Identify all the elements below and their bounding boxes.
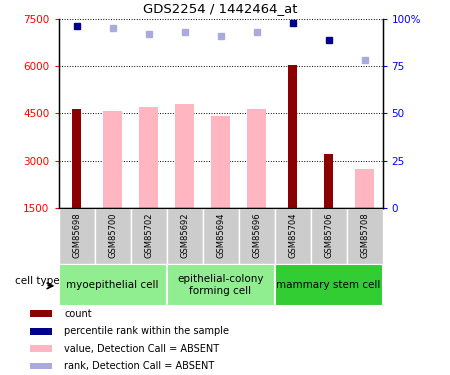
Bar [288, 64, 297, 208]
Bar [130, 208, 166, 264]
Bar [31, 328, 52, 335]
Text: GSM85708: GSM85708 [360, 213, 369, 258]
Bar [274, 264, 382, 306]
Text: GSM85706: GSM85706 [324, 213, 333, 258]
Bar [166, 264, 274, 306]
Text: GSM85702: GSM85702 [144, 213, 153, 258]
Text: epithelial-colony
forming cell: epithelial-colony forming cell [177, 274, 264, 296]
Text: rank, Detection Call = ABSENT: rank, Detection Call = ABSENT [64, 361, 215, 371]
Bar [346, 208, 382, 264]
Bar [58, 264, 166, 306]
Text: mammary stem cell: mammary stem cell [276, 280, 381, 290]
Text: GSM85692: GSM85692 [180, 213, 189, 258]
Text: cell type: cell type [14, 276, 59, 286]
Text: GSM85696: GSM85696 [252, 213, 261, 258]
Text: value, Detection Call = ABSENT: value, Detection Call = ABSENT [64, 344, 220, 354]
Bar [139, 107, 158, 208]
Bar [274, 208, 310, 264]
Bar [103, 111, 122, 208]
Bar [247, 109, 266, 208]
Text: GSM85704: GSM85704 [288, 213, 297, 258]
Bar [31, 310, 52, 317]
Text: percentile rank within the sample: percentile rank within the sample [64, 326, 229, 336]
Bar [166, 208, 202, 264]
Bar [94, 208, 130, 264]
Bar [175, 104, 194, 208]
Bar [238, 208, 274, 264]
Bar [310, 208, 346, 264]
Bar [324, 154, 333, 208]
Text: GSM85700: GSM85700 [108, 213, 117, 258]
Text: GSM85694: GSM85694 [216, 213, 225, 258]
Bar [355, 169, 374, 208]
Bar [58, 208, 94, 264]
Text: count: count [64, 309, 92, 319]
Text: myoepithelial cell: myoepithelial cell [66, 280, 159, 290]
Text: GSM85698: GSM85698 [72, 213, 81, 258]
Bar [31, 345, 52, 352]
Bar [72, 109, 81, 208]
Bar [202, 208, 238, 264]
Bar [31, 363, 52, 369]
Title: GDS2254 / 1442464_at: GDS2254 / 1442464_at [143, 2, 298, 15]
Bar [211, 116, 230, 208]
